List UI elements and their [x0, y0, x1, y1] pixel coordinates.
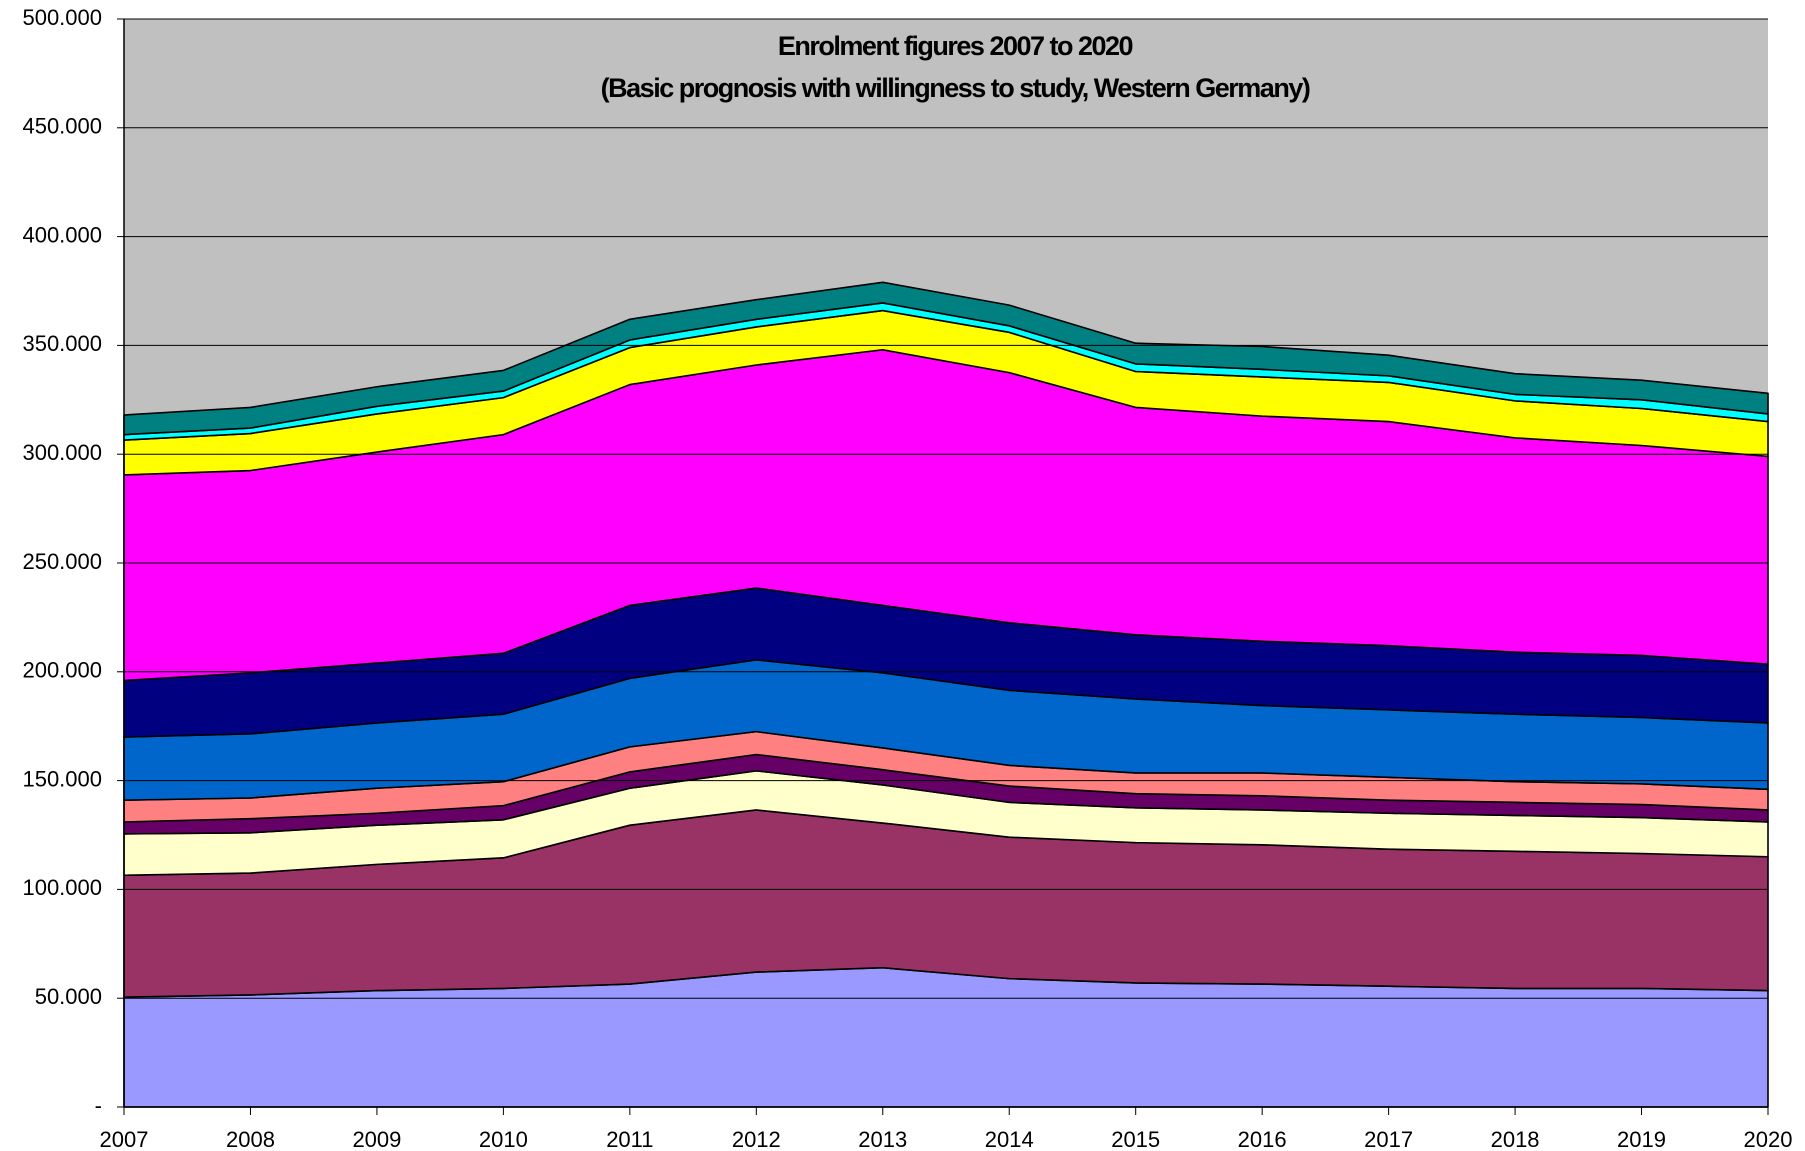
- y-tick-label: 500.000: [22, 5, 102, 30]
- y-tick-label: 400.000: [22, 222, 102, 247]
- y-tick-label: 150.000: [22, 766, 102, 791]
- x-tick-label: 2015: [1111, 1127, 1160, 1151]
- x-tick-label: 2011: [606, 1127, 653, 1151]
- y-tick-label: 50.000: [35, 984, 102, 1009]
- x-tick-label: 2007: [100, 1127, 149, 1151]
- x-tick-label: 2010: [479, 1127, 528, 1151]
- y-tick-label: 350.000: [22, 331, 102, 356]
- x-tick-label: 2016: [1238, 1127, 1287, 1151]
- chart-subtitle: (Basic prognosis with willingness to stu…: [601, 73, 1310, 103]
- axes: - 50.000 100.000 150.000 200.000 250.000 300.0…: [22, 5, 1792, 1151]
- x-tick-label: 2018: [1491, 1127, 1540, 1151]
- x-tick-label: 2012: [732, 1127, 781, 1151]
- x-tick-label: 2017: [1364, 1127, 1413, 1151]
- x-tick-label: 2020: [1744, 1127, 1793, 1151]
- y-tick-label: 250.000: [22, 549, 102, 574]
- x-tick-label: 2019: [1617, 1127, 1666, 1151]
- x-tick-label: 2008: [226, 1127, 275, 1151]
- x-tick-label: 2009: [352, 1127, 401, 1151]
- y-tick-label: 300.000: [22, 440, 102, 465]
- area: [123, 281, 1769, 436]
- x-tick-label: 2013: [858, 1127, 907, 1151]
- x-tick-label: 2014: [985, 1127, 1034, 1151]
- y-tick-label: 200.000: [22, 658, 102, 683]
- y-tick-label: -: [95, 1093, 102, 1118]
- y-tick-label: 450.000: [22, 114, 102, 139]
- chart-title: Enrolment figures 2007 to 2020: [778, 31, 1133, 61]
- areas: [123, 281, 1769, 1108]
- y-tick-label: 100.000: [22, 875, 102, 900]
